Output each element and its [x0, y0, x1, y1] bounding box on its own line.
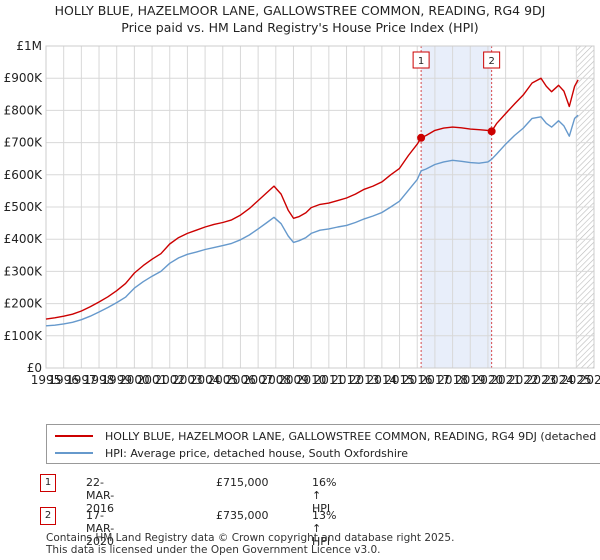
- x-tick-label: 2013: [349, 373, 380, 387]
- x-tick-label: 2000: [119, 373, 150, 387]
- x-tick-label: 2015: [384, 373, 415, 387]
- transaction-price: £735,000: [216, 509, 269, 522]
- x-tick-label: 1996: [48, 373, 79, 387]
- legend-property-label: HOLLY BLUE, HAZELMOOR LANE, GALLOWSTREE …: [105, 429, 600, 443]
- x-tick-label: 1998: [84, 373, 115, 387]
- x-tick-label: 2020: [473, 373, 504, 387]
- x-tick-label: 2022: [508, 373, 539, 387]
- x-tick-label: 2026: [579, 373, 600, 387]
- transaction-price: £715,000: [216, 476, 269, 489]
- legend-property-line: [55, 435, 93, 437]
- y-tick-label: £900K: [4, 71, 44, 85]
- x-tick-label: 2012: [331, 373, 362, 387]
- y-tick-label: £0: [27, 361, 42, 375]
- x-tick-label: 1995: [31, 373, 62, 387]
- transaction-number: 2: [40, 507, 56, 525]
- x-tick-label: 2005: [208, 373, 239, 387]
- x-tick-label: 2010: [296, 373, 327, 387]
- plot-frame: [45, 45, 595, 369]
- x-tick-label: 1997: [66, 373, 97, 387]
- legend: HOLLY BLUE, HAZELMOOR LANE, GALLOWSTREE …: [46, 424, 600, 464]
- legend-hpi-line: [55, 452, 93, 454]
- x-tick-label: 1999: [101, 373, 132, 387]
- sale-point: [417, 133, 426, 142]
- y-tick-label: £1M: [16, 39, 42, 53]
- x-tick-label: 2003: [172, 373, 203, 387]
- x-tick-label: 2019: [455, 373, 486, 387]
- x-tick-label: 2004: [190, 373, 221, 387]
- sale-point: [487, 127, 496, 136]
- price-chart: £0 £100K £200K £300K £400K £500K £600K £700K £80…: [4, 39, 600, 387]
- transaction-hpi: 13% ↑ HPI: [312, 509, 337, 548]
- x-tick-label: 2023: [526, 373, 557, 387]
- y-tick-label: £100K: [4, 329, 44, 343]
- legend-item-property: HOLLY BLUE, HAZELMOOR LANE, GALLOWSTREE …: [55, 428, 600, 444]
- x-tick-label: 2011: [314, 373, 345, 387]
- transaction-number: 1: [40, 474, 56, 492]
- sale-marker-box: [412, 51, 430, 69]
- x-tick-label: 2008: [261, 373, 292, 387]
- footer-copyright: Contains HM Land Registry data © Crown c…: [46, 532, 455, 544]
- x-tick-label: 2025: [561, 373, 592, 387]
- transaction-hpi: 16% ↑ HPI: [312, 476, 337, 515]
- legend-item-hpi: HPI: Average price, detached house, Sout…: [55, 445, 408, 461]
- x-tick-label: 2001: [137, 373, 168, 387]
- chart-title: HOLLY BLUE, HAZELMOOR LANE, GALLOWSTREE …: [54, 3, 546, 18]
- y-tick-label: £400K: [4, 232, 44, 246]
- x-tick-label: 2017: [420, 373, 451, 387]
- transaction-date: 22-MAR-2016: [86, 476, 115, 515]
- hpi-line: [45, 114, 579, 327]
- transaction-date: 17-MAR-2020: [86, 509, 115, 548]
- y-tick-label: £200K: [4, 297, 44, 311]
- x-tick-label: 2009: [278, 373, 309, 387]
- y-tick-label: £500K: [4, 200, 44, 214]
- sale-marker-label: 1: [418, 56, 424, 67]
- y-tick-label: £300K: [4, 264, 44, 278]
- chart-subtitle: Price paid vs. HM Land Registry's House …: [121, 20, 479, 35]
- legend-hpi-label: HPI: Average price, detached house, Sout…: [105, 446, 408, 460]
- sale-marker-box: [483, 51, 501, 69]
- x-tick-label: 2006: [225, 373, 256, 387]
- footer-license: This data is licensed under the Open Gov…: [46, 544, 381, 556]
- x-tick-label: 2014: [367, 373, 398, 387]
- y-tick-label: £700K: [4, 136, 44, 150]
- y-tick-label: £800K: [4, 103, 44, 117]
- x-tick-label: 2016: [402, 373, 433, 387]
- y-tick-label: £600K: [4, 168, 44, 182]
- property-price-line: [45, 77, 579, 320]
- x-tick-label: 2002: [154, 373, 185, 387]
- x-tick-label: 2021: [490, 373, 521, 387]
- x-tick-label: 2018: [437, 373, 468, 387]
- sale-marker-label: 2: [488, 56, 494, 67]
- x-tick-label: 2007: [243, 373, 274, 387]
- x-tick-label: 2024: [543, 373, 574, 387]
